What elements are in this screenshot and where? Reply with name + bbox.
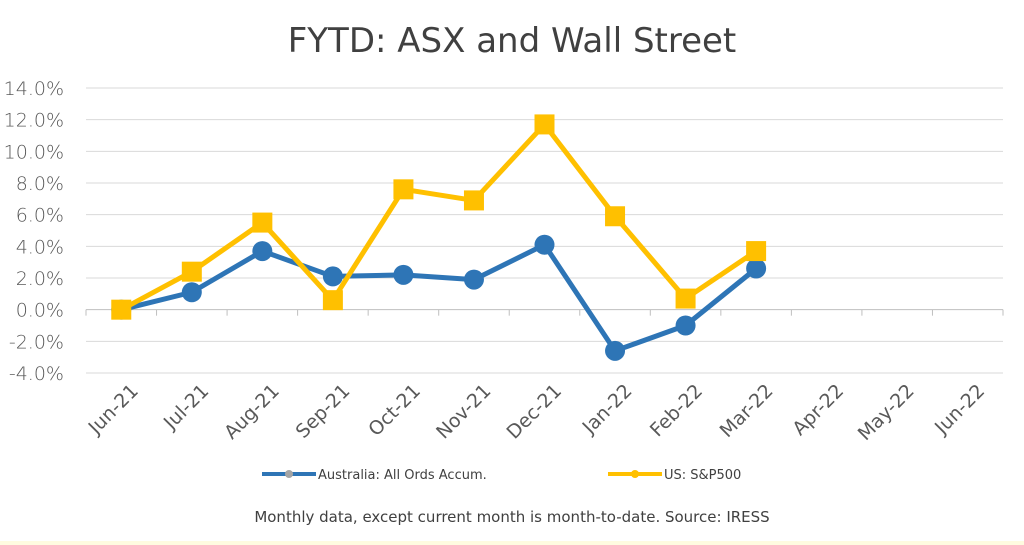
y-tick-label: 4.0% <box>16 236 64 258</box>
x-tick-label: Dec-21 <box>503 380 567 444</box>
data-point <box>463 269 484 290</box>
y-tick-label: 8.0% <box>16 173 64 195</box>
x-tick-label: Jun-21 <box>84 380 143 439</box>
series-line-0 <box>120 242 758 354</box>
data-point <box>252 241 273 262</box>
x-tick-label: Sep-21 <box>292 380 355 443</box>
data-point <box>181 282 202 303</box>
data-point <box>534 234 555 255</box>
x-tick-label: Feb-22 <box>646 380 707 441</box>
x-tick-label: Mar-22 <box>716 380 778 442</box>
data-point <box>393 264 414 285</box>
y-tick-label: 6.0% <box>16 205 64 227</box>
data-point <box>534 114 555 135</box>
x-tick-label: Nov-21 <box>432 380 495 443</box>
series-line-1 <box>120 121 758 312</box>
series-layer <box>111 114 767 361</box>
x-tick-label: Oct-21 <box>364 380 425 441</box>
y-tick-label: 14.0% <box>4 78 64 100</box>
y-tick-label: -2.0% <box>9 331 64 353</box>
y-tick-label: 10.0% <box>4 141 64 163</box>
x-tick-label: Jul-21 <box>159 380 213 434</box>
data-point <box>463 190 484 211</box>
y-tick-label: 12.0% <box>4 110 64 132</box>
y-tick-label: 0.0% <box>16 300 64 322</box>
data-point <box>322 266 343 287</box>
legend-marker-australia <box>285 470 293 478</box>
x-tick-label: Aug-21 <box>220 380 284 444</box>
x-tick-label: May-22 <box>854 380 919 445</box>
data-point <box>252 212 273 233</box>
legend-label-us: US: S&P500 <box>664 468 741 483</box>
data-point <box>111 299 132 320</box>
bottom-strip <box>0 541 1024 545</box>
data-point <box>322 290 343 311</box>
data-point <box>605 340 626 361</box>
y-tick-label: 2.0% <box>16 268 64 290</box>
data-point <box>746 258 767 279</box>
x-tick-label: Jan-22 <box>578 380 637 439</box>
y-axis: 14.0% 12.0% 10.0% 8.0% 6.0% 4.0% 2.0% 0.0% -2.0%… <box>4 78 64 385</box>
legend-label-australia: Australia: All Ords Accum. <box>318 468 487 483</box>
data-point <box>675 315 696 336</box>
data-point <box>605 206 626 227</box>
data-point <box>393 179 414 200</box>
data-point <box>746 241 767 262</box>
data-point <box>181 261 202 282</box>
x-axis: Jun-21 Jul-21 Aug-21 Sep-21 Oct-21 Nov-21 Dec-… <box>84 380 990 445</box>
legend-marker-us <box>631 470 639 478</box>
legend: Australia: All Ords Accum. US: S&P500 <box>262 468 741 483</box>
footnote: Monthly data, except current month is mo… <box>254 508 769 526</box>
y-tick-label: -4.0% <box>9 363 64 385</box>
data-point <box>675 288 696 309</box>
x-tick-label: Apr-22 <box>788 380 848 440</box>
chart-title: FYTD: ASX and Wall Street <box>288 21 737 61</box>
x-tick-label: Jun-22 <box>930 380 989 439</box>
